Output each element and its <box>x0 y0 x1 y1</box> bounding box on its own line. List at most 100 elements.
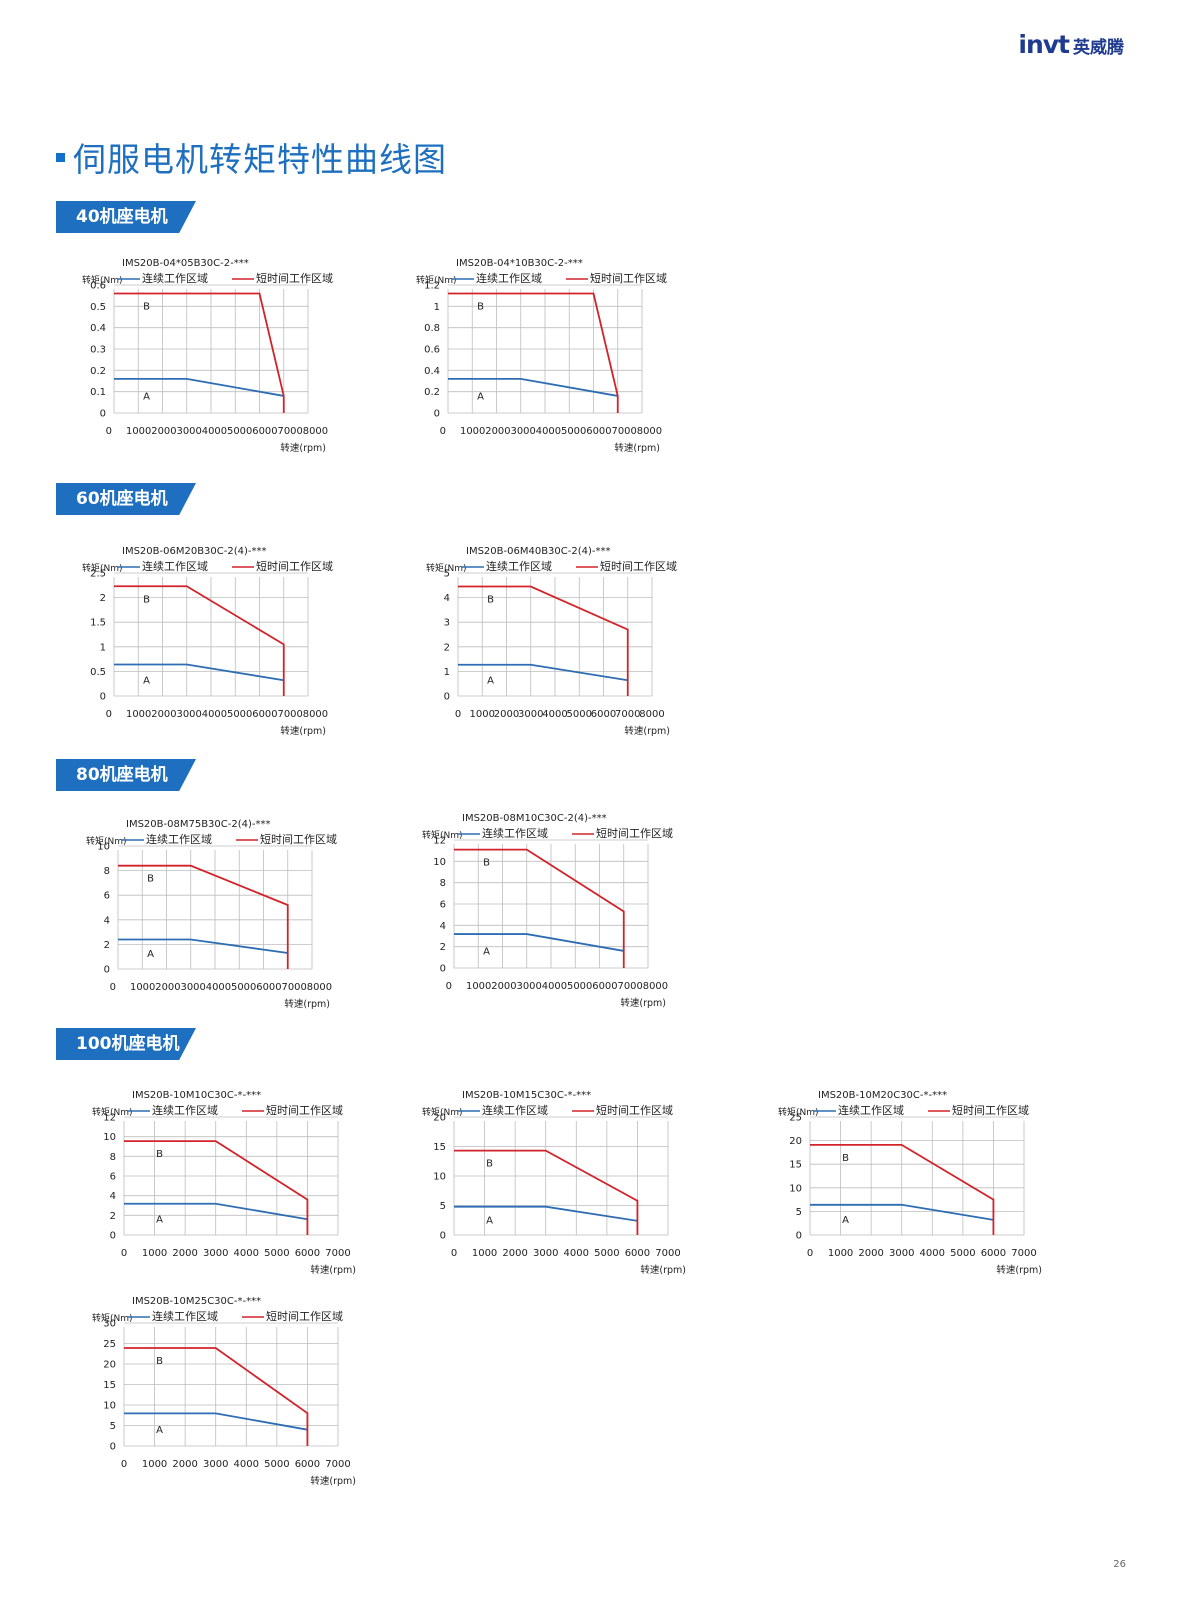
x-tick-label: 5000 <box>264 1459 289 1470</box>
y-tick-label: 20 <box>103 1360 116 1371</box>
y-tick-label: 0 <box>100 692 106 703</box>
legend-label-short-time: 短时间工作区域 <box>952 1103 1029 1117</box>
region-label-a: A <box>842 1215 849 1226</box>
y-tick-label: 6 <box>104 891 110 902</box>
y-axis-label: 转矩(Nm) <box>86 835 127 847</box>
series-continuous-line <box>448 377 618 397</box>
y-tick-label: 1 <box>444 667 450 678</box>
x-tick-label: 1000 <box>470 709 495 720</box>
y-tick-label: 0.2 <box>90 366 106 377</box>
y-tick-label: 0.1 <box>90 387 106 398</box>
x-axis-label: 转速(rpm) <box>640 1264 686 1276</box>
region-label-b: B <box>143 302 150 313</box>
legend-label-continuous: 连续工作区域 <box>838 1103 904 1117</box>
region-label-b: B <box>486 1159 493 1170</box>
series-continuous-line <box>124 1412 308 1431</box>
legend-label-continuous: 连续工作区域 <box>486 559 552 573</box>
region-label-b: B <box>156 1149 163 1160</box>
y-axis-label: 转矩(Nm) <box>82 562 123 574</box>
torque-chart-ims20b-08m75b: IMS20B-08M75B30C-2(4)-*** 转矩(Nm) 连续工作区域 短时间… <box>86 819 337 1010</box>
y-tick-label: 15 <box>103 1380 116 1391</box>
series-continuous-line <box>458 663 628 682</box>
y-tick-label: 0 <box>100 409 106 420</box>
y-tick-label: 0 <box>104 965 110 976</box>
legend-label-short-time: 短时间工作区域 <box>256 271 333 285</box>
series-short-time-line <box>114 292 285 413</box>
series-short-time-line <box>454 848 625 968</box>
series-short-time-line <box>454 1149 639 1235</box>
y-tick-label: 20 <box>789 1136 802 1147</box>
x-axis-label: 转速(rpm) <box>620 997 666 1009</box>
legend-label-short-time: 短时间工作区域 <box>600 559 677 573</box>
chart-title: IMS20B-06M20B30C-2(4)-*** <box>122 546 267 557</box>
y-tick-label: 0 <box>440 1231 446 1242</box>
y-tick-label: 10 <box>433 857 446 868</box>
legend-label-short-time: 短时间工作区域 <box>266 1103 343 1117</box>
y-tick-label: 0.2 <box>424 387 440 398</box>
x-tick-label: 3000 <box>889 1248 914 1259</box>
x-axis-label: 转速(rpm) <box>624 725 670 737</box>
y-tick-label: 0.3 <box>90 345 106 356</box>
logo-name: 英威腾 <box>1073 38 1124 58</box>
x-tick-label: 5000 <box>264 1248 289 1259</box>
y-axis-label: 转矩(Nm) <box>92 1312 133 1324</box>
legend-label-continuous: 连续工作区域 <box>142 271 208 285</box>
section-label-text: 80机座电机 <box>76 765 168 785</box>
y-tick-label: 5 <box>440 1201 446 1212</box>
x-tick-label: 7000 <box>1011 1248 1036 1259</box>
section-label-100: 100机座电机 <box>56 1028 196 1060</box>
y-tick-label: 2 <box>444 642 450 653</box>
y-tick-label: 0 <box>444 692 450 703</box>
x-axis-label: 转速(rpm) <box>280 725 326 737</box>
y-tick-label: 4 <box>440 921 446 932</box>
legend-label-continuous: 连续工作区域 <box>152 1103 218 1117</box>
x-tick-labels: 10002000300040005000600070008000 <box>126 426 328 437</box>
y-tick-label: 20 <box>433 1113 446 1124</box>
x-axis-label: 转速(rpm) <box>310 1475 356 1487</box>
region-label-a: A <box>486 1216 493 1227</box>
region-label-a: A <box>477 391 484 402</box>
y-axis-label: 转矩(Nm) <box>422 1106 463 1118</box>
y-axis-label: 转矩(Nm) <box>778 1106 819 1118</box>
y-tick-label: 10 <box>103 1132 116 1143</box>
legend-label-continuous: 连续工作区域 <box>482 1103 548 1117</box>
x-tick-label: 3000 <box>203 1248 228 1259</box>
y-axis-label: 转矩(Nm) <box>82 274 123 286</box>
series-continuous-line <box>114 377 284 397</box>
x-tick-label: 6000 <box>591 709 616 720</box>
x-tick-labels: 10002000300040005000600070008000 <box>460 426 662 437</box>
x-tick-label: 2000 <box>494 709 519 720</box>
y-tick-label: 0.6 <box>424 345 440 356</box>
x-tick-label: 7000 <box>325 1248 350 1259</box>
legend-label-short-time: 短时间工作区域 <box>256 559 333 573</box>
region-label-a: A <box>156 1425 163 1436</box>
x-tick-label: 0 <box>446 981 452 992</box>
y-axis-label: 转矩(Nm) <box>416 274 457 286</box>
x-tick-label: 6000 <box>981 1248 1006 1259</box>
x-axis-label: 转速(rpm) <box>310 1264 356 1276</box>
legend-label-short-time: 短时间工作区域 <box>596 826 673 840</box>
x-tick-label: 0 <box>807 1248 813 1259</box>
y-tick-label: 0.4 <box>424 366 440 377</box>
series-continuous-line <box>124 1202 308 1221</box>
y-tick-label: 4 <box>110 1191 116 1202</box>
chart-title: IMS20B-10M15C30C-*-*** <box>462 1090 591 1101</box>
y-tick-label: 0.5 <box>90 302 106 313</box>
chart-title: IMS20B-10M20C30C-*-*** <box>818 1090 947 1101</box>
region-label-b: B <box>487 595 494 606</box>
legend-label-short-time: 短时间工作区域 <box>596 1103 673 1117</box>
series-short-time-line <box>124 1140 309 1235</box>
y-tick-label: 8 <box>104 866 110 877</box>
y-tick-label: 5 <box>110 1421 116 1432</box>
y-tick-label: 0 <box>434 409 440 420</box>
torque-chart-ims20b-04-10b: IMS20B-04*10B30C-2-*** 转矩(Nm) 连续工作区域 短时间工作区… <box>416 258 667 454</box>
x-tick-label: 5000 <box>567 709 592 720</box>
y-tick-label: 5 <box>444 569 450 580</box>
logo-mark: invt <box>1018 30 1070 59</box>
brand-logo: invt 英威腾 <box>1018 30 1124 59</box>
region-label-a: A <box>156 1214 163 1225</box>
y-tick-label: 1.2 <box>424 281 440 292</box>
legend-label-short-time: 短时间工作区域 <box>590 271 667 285</box>
x-tick-label: 7000 <box>615 709 640 720</box>
torque-chart-ims20b-10m15c: IMS20B-10M15C30C-*-*** 转矩(Nm) 连续工作区域 短时间工作区… <box>422 1090 686 1276</box>
